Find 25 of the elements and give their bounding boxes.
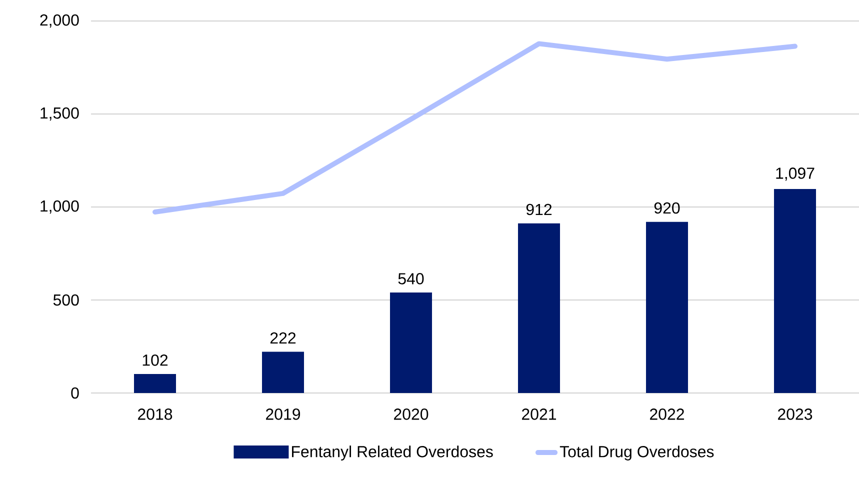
- bar: [390, 292, 432, 393]
- bar: [262, 352, 304, 393]
- data-label: 920: [654, 202, 680, 214]
- y-tick-label: 1,000: [40, 200, 79, 214]
- y-tick-label: 0: [71, 387, 79, 399]
- bar: [646, 222, 688, 393]
- bar: [774, 188, 816, 393]
- x-tick-label: 2018: [138, 408, 172, 420]
- data-label: 102: [142, 354, 168, 366]
- x-tick-label: 2022: [650, 408, 684, 420]
- x-tick-label: 2020: [394, 408, 428, 420]
- data-label: 1,097: [776, 168, 814, 181]
- y-tick-label: 500: [53, 294, 79, 306]
- data-label: 222: [270, 332, 296, 344]
- bar: [134, 374, 176, 393]
- y-tick-label: 1,500: [40, 107, 79, 121]
- x-tick-label: 2023: [778, 408, 812, 420]
- data-label: 540: [398, 273, 424, 284]
- data-label: 912: [526, 204, 552, 216]
- legend-label: Total Drug Overdoses: [560, 446, 714, 460]
- bar: [518, 223, 560, 393]
- y-tick-label: 2,000: [40, 14, 79, 28]
- x-tick-label: 2019: [266, 408, 300, 420]
- x-tick-label: 2021: [522, 408, 556, 420]
- legend-label: Fentanyl Related Overdoses: [292, 446, 493, 460]
